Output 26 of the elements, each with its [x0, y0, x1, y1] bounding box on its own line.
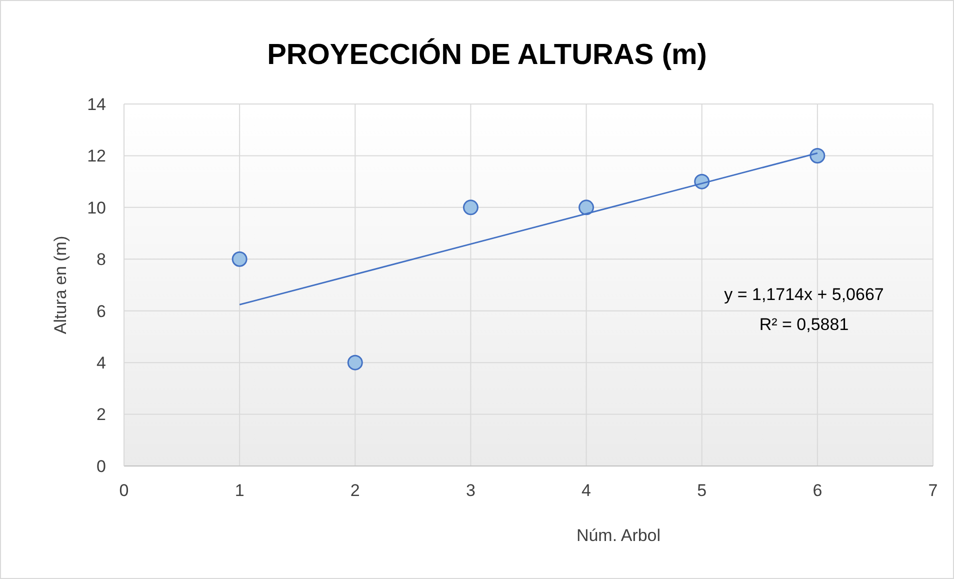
y-tick-label: 10 [87, 198, 106, 218]
y-axis-title: Altura en (m) [51, 236, 70, 334]
point [810, 148, 826, 164]
x-tick-label: 3 [466, 481, 476, 500]
y-tick-label: 2 [96, 405, 106, 424]
x-tick-label: 7 [928, 481, 938, 500]
point [232, 251, 248, 267]
x-tick-label: 6 [812, 481, 822, 500]
x-tick-label: 1 [234, 481, 244, 500]
y-tick-label: 6 [96, 302, 106, 321]
x-tick-label: 5 [697, 481, 707, 500]
x-tick-label: 0 [119, 481, 129, 500]
x-tick-label: 2 [350, 481, 360, 500]
y-tick-label: 8 [96, 250, 106, 270]
x-tick-label: 4 [582, 481, 592, 500]
point [347, 354, 363, 370]
y-tick-label: 0 [96, 456, 106, 476]
point [578, 200, 594, 216]
chart-title: PROYECCIÓN DE ALTURAS (m) [267, 38, 707, 71]
annotation: R² = 0,5881 [759, 315, 849, 334]
y-tick-label: 4 [96, 354, 106, 373]
point [462, 200, 478, 216]
y-tick-label: 14 [87, 94, 106, 114]
x-axis-title: Núm. Arbol [576, 526, 661, 545]
y-tick-label: 12 [87, 146, 106, 166]
annotation: y = 1,1714x + 5,0667 [724, 285, 884, 304]
